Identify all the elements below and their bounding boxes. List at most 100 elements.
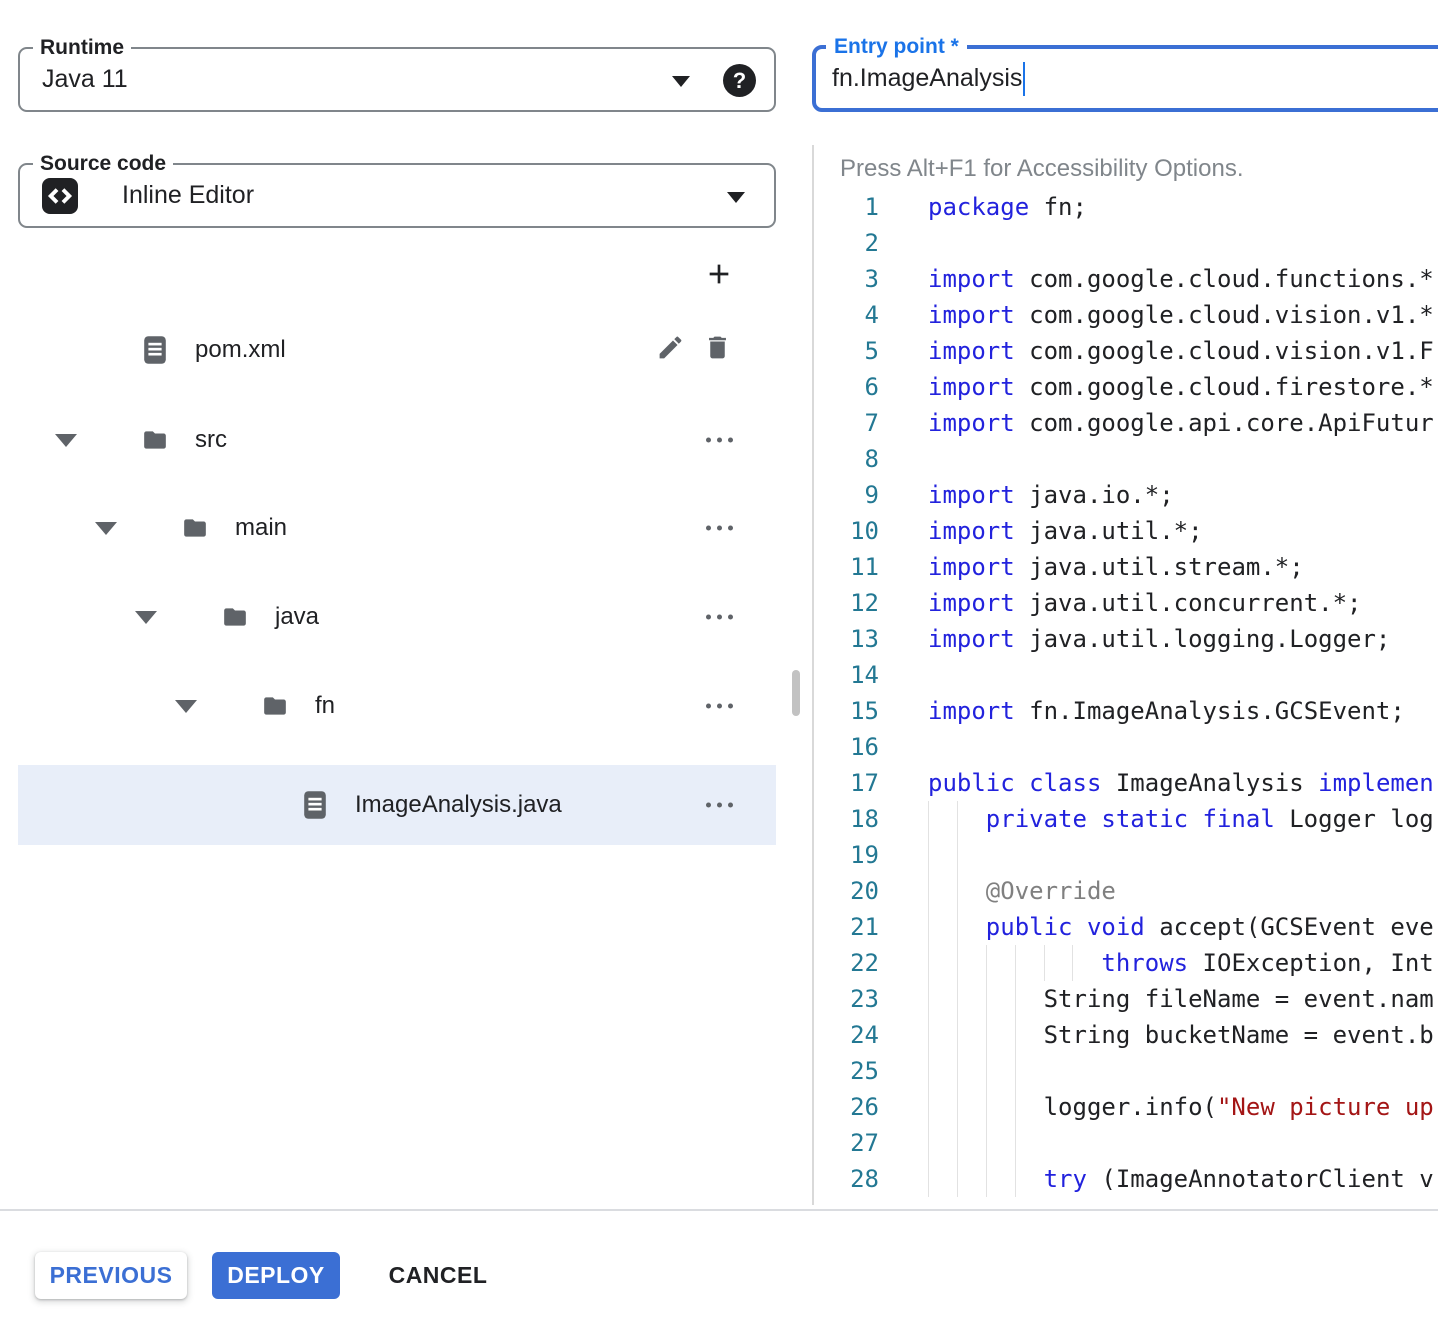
file-icon [143, 335, 167, 365]
folder-icon [220, 604, 250, 630]
indent-guide [956, 1017, 958, 1053]
line-number: 15 [850, 697, 879, 725]
indent-guide [956, 837, 958, 873]
code-line-17: 17 public class ImageAnalysis implemen [814, 765, 1438, 801]
runtime-label: Runtime [33, 36, 131, 60]
code-line-14: 14​ [814, 657, 1438, 693]
tree-row-pom-xml[interactable]: pom.xml [18, 328, 776, 372]
indent-guide [956, 1053, 958, 1089]
tree-row-imageanalysis-java[interactable]: ImageAnalysis.java [18, 765, 776, 845]
edit-file-icon[interactable] [656, 333, 685, 367]
folder-icon [260, 693, 290, 719]
code-line-28: 28 try (ImageAnnotatorClient v [814, 1161, 1438, 1197]
chevron-expanded-icon[interactable] [55, 434, 77, 447]
code-line-26: 26 logger.info("New picture up [814, 1089, 1438, 1125]
runtime-select[interactable]: Runtime Java 11 ? [18, 36, 776, 112]
code-line-1: 1 package fn; [814, 189, 1438, 225]
code-line-16: 16​ [814, 729, 1438, 765]
tree-row-fn[interactable]: fn [18, 684, 776, 728]
indent-guide [928, 981, 929, 1017]
line-number: 1 [864, 193, 879, 221]
entry-point-field[interactable]: Entry point * fn.ImageAnalysis [812, 34, 1438, 112]
indent-guide [928, 1053, 929, 1089]
indent-guide [956, 909, 958, 945]
line-number: 14 [850, 661, 879, 689]
chevron-expanded-icon[interactable] [135, 611, 157, 624]
indent-guide [1014, 945, 1016, 981]
chevron-expanded-icon[interactable] [95, 522, 117, 535]
indent-guide [956, 981, 958, 1017]
tree-row-src[interactable]: src [18, 418, 776, 462]
help-icon[interactable]: ? [723, 64, 756, 97]
more-actions-icon[interactable] [706, 802, 733, 808]
more-actions-icon[interactable] [706, 437, 733, 443]
indent-guide [956, 1125, 958, 1161]
indent-guide [928, 945, 929, 981]
indent-guide [928, 837, 929, 873]
row-actions [706, 437, 733, 443]
indent-guide [1072, 945, 1074, 981]
cancel-button[interactable]: CANCEL [388, 1262, 488, 1288]
previous-button[interactable]: PREVIOUS [35, 1252, 187, 1299]
code-line-10: 10 import java.util.*; [814, 513, 1438, 549]
line-number: 2 [864, 229, 879, 257]
deploy-button[interactable]: DEPLOY [212, 1252, 340, 1299]
indent-guide [1014, 1161, 1016, 1197]
tree-scrollbar-thumb[interactable] [792, 670, 800, 716]
tree-row-label: main [235, 514, 288, 541]
indent-guide [985, 1053, 987, 1089]
more-actions-icon[interactable] [706, 525, 733, 531]
indent-guide [985, 1089, 987, 1125]
row-actions [706, 525, 733, 531]
delete-file-icon[interactable] [703, 333, 732, 367]
code-line-2: 2​ [814, 225, 1438, 261]
line-number: 4 [864, 301, 879, 329]
indent-guide [956, 801, 958, 837]
add-file-button[interactable] [703, 258, 735, 290]
line-number: 18 [850, 805, 879, 833]
row-actions [706, 703, 733, 709]
code-line-8: 8​ [814, 441, 1438, 477]
line-number: 5 [864, 337, 879, 365]
code-line-25: 25​ [814, 1053, 1438, 1089]
indent-guide [928, 1089, 929, 1125]
code-line-4: 4 import com.google.cloud.vision.v1.* [814, 297, 1438, 333]
indent-guide [956, 1161, 958, 1197]
line-number: 28 [850, 1165, 879, 1193]
line-number: 13 [850, 625, 879, 653]
tree-row-java[interactable]: java [18, 595, 776, 639]
line-number: 9 [864, 481, 879, 509]
line-number: 10 [850, 517, 879, 545]
source-code-select[interactable]: Source code Inline Editor [18, 152, 776, 228]
indent-guide [956, 1089, 958, 1125]
entry-point-input[interactable]: fn.ImageAnalysis [832, 49, 1026, 108]
tree-row-label: src [195, 426, 227, 453]
code-editor[interactable]: Press Alt+F1 for Accessibility Options. … [812, 145, 1438, 1205]
line-number: 12 [850, 589, 879, 617]
more-actions-icon[interactable] [706, 614, 733, 620]
indent-guide [985, 1161, 987, 1197]
folder-icon [140, 427, 170, 453]
row-actions [706, 802, 733, 808]
tree-row-label: fn [315, 692, 336, 719]
line-number: 11 [850, 553, 879, 581]
indent-guide [985, 981, 987, 1017]
tree-row-main[interactable]: main [18, 506, 776, 550]
source-code-value: Inline Editor [122, 181, 255, 209]
line-number: 3 [864, 265, 879, 293]
indent-guide [928, 801, 929, 837]
indent-guide [928, 1017, 929, 1053]
indent-guide [928, 909, 929, 945]
file-icon [303, 790, 327, 820]
indent-guide [928, 1125, 929, 1161]
more-actions-icon[interactable] [706, 703, 733, 709]
chevron-down-icon[interactable] [727, 192, 745, 203]
line-number: 26 [850, 1093, 879, 1121]
code-line-13: 13 import java.util.logging.Logger; [814, 621, 1438, 657]
code-icon [42, 178, 78, 214]
chevron-down-icon[interactable] [672, 76, 690, 87]
line-number: 7 [864, 409, 879, 437]
chevron-expanded-icon[interactable] [175, 700, 197, 713]
line-number: 16 [850, 733, 879, 761]
